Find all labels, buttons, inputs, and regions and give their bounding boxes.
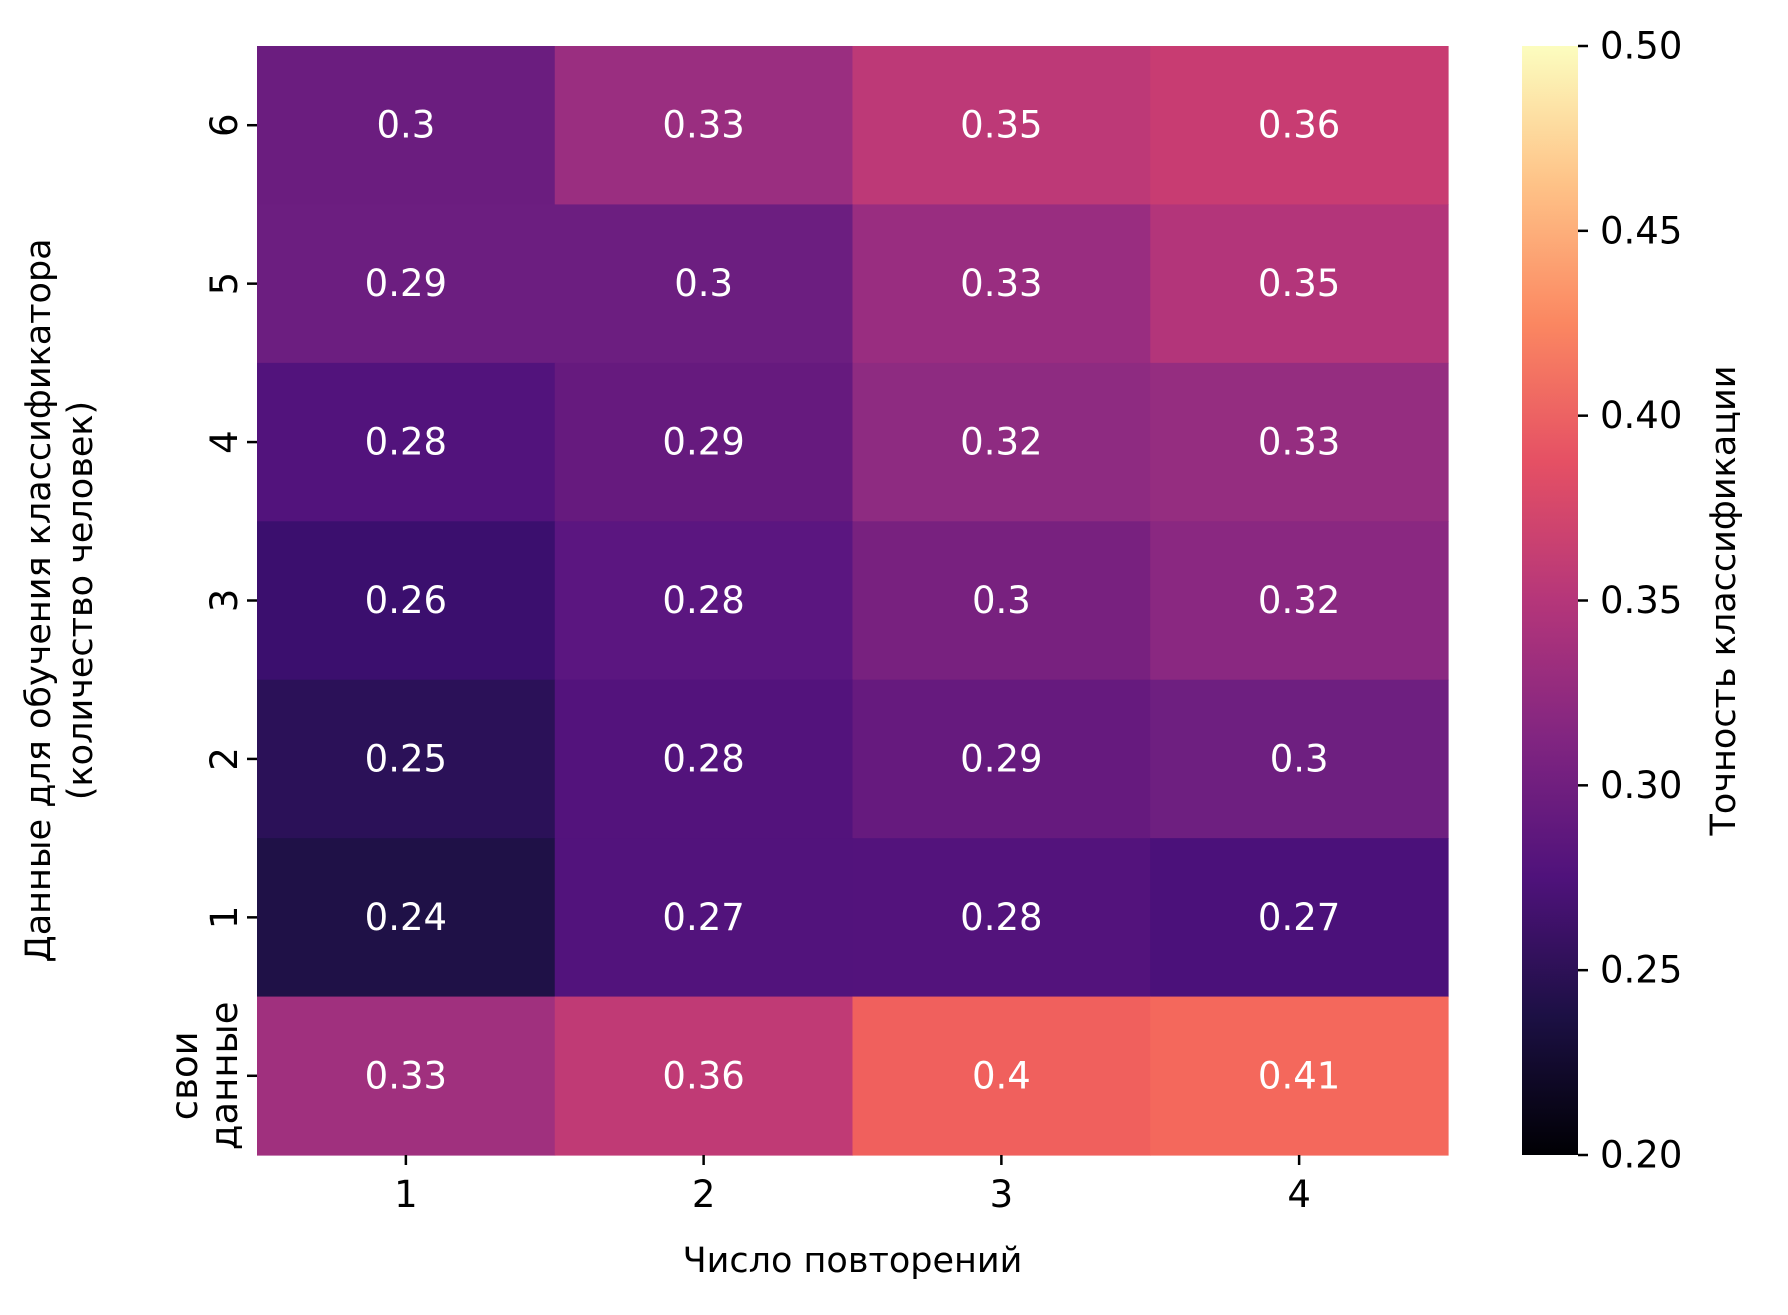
heatmap-cell [554, 46, 854, 206]
cell-value-label: 0.29 [662, 421, 744, 464]
y-tick-label-line: свои [163, 1031, 206, 1120]
heatmap-cell [257, 362, 556, 522]
colorbar [1522, 46, 1578, 1155]
heatmap-cell [852, 521, 1151, 681]
cell-value-label: 0.3 [376, 104, 435, 147]
y-tick-label-line: данные [203, 1001, 246, 1150]
y-tick-label: 1 [203, 906, 246, 930]
heatmap-cell [852, 204, 1151, 364]
y-axis-label: Данные для обучения классификатора (колич… [19, 238, 101, 962]
heatmap-cell [554, 204, 854, 364]
heatmap-cell [554, 996, 854, 1156]
cell-value-label: 0.27 [1258, 896, 1340, 939]
cell-value-label: 0.36 [1258, 104, 1340, 147]
x-tick-label: 2 [692, 1173, 716, 1216]
heatmap-cell [1150, 521, 1449, 681]
y-tick-label-line: 4 [203, 430, 246, 454]
cell-value-label: 0.29 [960, 737, 1042, 780]
y-tick-label-line: 6 [203, 113, 246, 137]
cell-value-label: 0.24 [365, 896, 447, 939]
cell-value-label: 0.3 [674, 262, 733, 305]
colorbar-ticks: 0.20 0.25 0.30 0.35 0.40 0.45 0.50 [1578, 25, 1682, 1177]
cell-value-label: 0.28 [662, 579, 744, 622]
y-axis-label-line: Данные для обучения классификатора [19, 238, 59, 962]
colorbar-tick-label: 0.35 [1600, 579, 1682, 622]
y-tick-label-line: 2 [203, 747, 246, 771]
y-tick-label-line: 3 [203, 589, 246, 613]
cell-value-label: 0.28 [960, 896, 1042, 939]
heatmap-cell [1150, 838, 1449, 998]
heatmap-cell [257, 204, 556, 364]
heatmap-cell [257, 679, 556, 839]
heatmap-cell [852, 996, 1151, 1156]
y-tick-label: 2 [203, 747, 246, 771]
heatmap-annotations: 0.3 0.33 0.35 0.36 0.29 0.3 0.33 0.35 0.28 0.29 0.… [365, 104, 1341, 1098]
x-tick-label: 3 [990, 1173, 1014, 1216]
heatmap-cell [852, 679, 1151, 839]
heatmap-cell [554, 362, 854, 522]
heatmap-cell [1150, 996, 1449, 1156]
colorbar-label: Точность классификации [1704, 366, 1744, 837]
heatmap-cell [257, 46, 556, 206]
cell-value-label: 0.3 [972, 579, 1031, 622]
heatmap-cell [1150, 204, 1449, 364]
cell-value-label: 0.32 [960, 421, 1042, 464]
colorbar-tick-label: 0.30 [1600, 764, 1682, 807]
y-tick-label: 5 [203, 272, 246, 296]
cell-value-label: 0.35 [1258, 262, 1340, 305]
cell-value-label: 0.35 [960, 104, 1042, 147]
x-tick-label: 1 [394, 1173, 418, 1216]
y-tick-label: 6 [203, 113, 246, 137]
heatmap-cell [554, 679, 854, 839]
x-tick-label: 4 [1287, 1173, 1311, 1216]
cell-value-label: 0.29 [365, 262, 447, 305]
colorbar-tick-label: 0.50 [1600, 25, 1682, 68]
heatmap-cell [257, 521, 556, 681]
heatmap-cells [257, 46, 1449, 1156]
heatmap-cell [554, 838, 854, 998]
cell-value-label: 0.4 [972, 1054, 1031, 1097]
colorbar-tick-label: 0.20 [1600, 1134, 1682, 1177]
heatmap-cell [852, 362, 1151, 522]
cell-value-label: 0.26 [365, 579, 447, 622]
y-tick-label: 3 [203, 589, 246, 613]
y-axis-label-line: (количество человек) [61, 401, 101, 800]
y-tick-label-line: 1 [203, 906, 246, 930]
cell-value-label: 0.41 [1258, 1054, 1340, 1097]
x-axis: 1 2 3 4 [394, 1155, 1311, 1216]
colorbar-tick-label: 0.40 [1600, 394, 1682, 437]
y-tick-label: 4 [203, 430, 246, 454]
heatmap-cell [1150, 46, 1449, 206]
cell-value-label: 0.33 [662, 104, 744, 147]
heatmap-cell [257, 838, 556, 998]
colorbar-tick-label: 0.45 [1600, 209, 1682, 252]
heatmap-cell [554, 521, 854, 681]
cell-value-label: 0.32 [1258, 579, 1340, 622]
heatmap-cell [1150, 362, 1449, 522]
heatmap-cell [852, 46, 1151, 206]
x-axis-label: Число повторений [683, 1241, 1023, 1281]
colorbar-tick-label: 0.25 [1600, 949, 1682, 992]
heatmap-cell [852, 838, 1151, 998]
cell-value-label: 0.36 [662, 1054, 744, 1097]
heatmap-cell [1150, 679, 1449, 839]
cell-value-label: 0.3 [1270, 737, 1329, 780]
cell-value-label: 0.27 [662, 896, 744, 939]
cell-value-label: 0.33 [1258, 421, 1340, 464]
cell-value-label: 0.28 [662, 737, 744, 780]
cell-value-label: 0.25 [365, 737, 447, 780]
heatmap-cell [257, 996, 556, 1156]
cell-value-label: 0.33 [960, 262, 1042, 305]
cell-value-label: 0.28 [365, 421, 447, 464]
y-tick-label-line: 5 [203, 272, 246, 296]
cell-value-label: 0.33 [365, 1054, 447, 1097]
